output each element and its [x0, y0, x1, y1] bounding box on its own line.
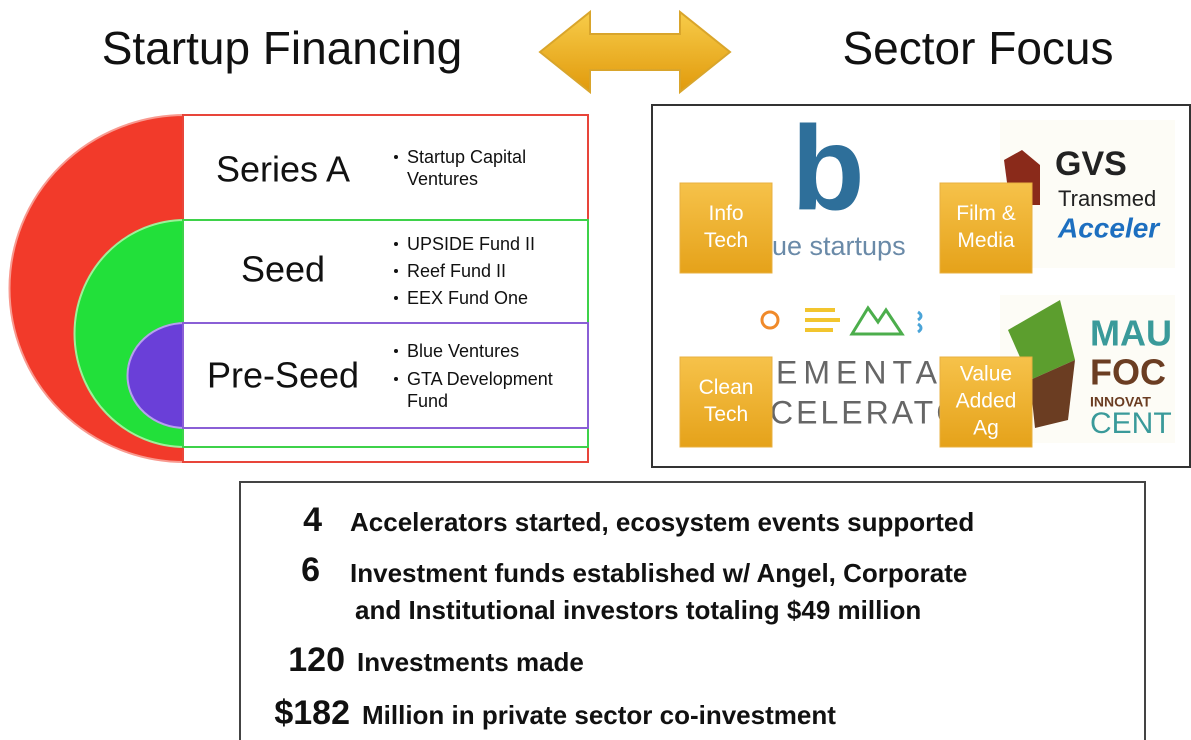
logo-text: GVS: [1055, 145, 1127, 183]
stat-text: Investments made: [357, 647, 584, 677]
stat-text: Accelerators started, ecosystem events s…: [350, 507, 974, 537]
fund-name: Blue Ventures: [407, 341, 519, 361]
logo-text: CELERATC: [770, 394, 962, 430]
stat-text: and Institutional investors totaling $49…: [355, 595, 921, 625]
stat-text: Million in private sector co-investment: [362, 700, 836, 730]
stage-label: Pre-Seed: [207, 355, 359, 396]
sector-label: Info: [708, 202, 743, 225]
fund-name: Startup Capital: [407, 147, 526, 167]
logo-text: Transmed: [1058, 186, 1156, 211]
fund-name: Reef Fund II: [407, 261, 506, 281]
double-arrow: [538, 9, 732, 95]
sector-tag: [939, 356, 1033, 448]
logo-text: Acceler: [1057, 212, 1161, 243]
stat-number: 6: [301, 551, 320, 589]
stat-number: 4: [303, 501, 322, 539]
bullet-dot: [394, 349, 398, 353]
sector-label: Ag: [973, 417, 999, 440]
sector-label: Added: [956, 390, 1017, 413]
stage-label: Seed: [241, 249, 325, 290]
logo-text: EMENTA: [776, 354, 943, 390]
sector-label: Film &: [956, 202, 1016, 225]
fund-name: Fund: [407, 391, 448, 411]
logo-text: INNOVAT: [1090, 394, 1151, 410]
bullet-dot: [394, 155, 398, 159]
logo-shape: [1030, 360, 1075, 428]
sector-tag: [939, 182, 1033, 274]
sector-label: Tech: [704, 403, 748, 426]
logo-text: CENT: [1090, 407, 1172, 440]
sector-tag: [679, 356, 773, 448]
sector-label: Tech: [704, 229, 748, 252]
left-title: Startup Financing: [102, 22, 463, 74]
fund-name: UPSIDE Fund II: [407, 234, 535, 254]
bullet-dot: [394, 296, 398, 300]
sector-tag: [679, 182, 773, 274]
logo-text: FOC: [1090, 352, 1166, 393]
stat-number: $182: [274, 694, 350, 732]
sector-label: Value: [960, 363, 1012, 386]
pre-seed-arc: [126, 321, 186, 430]
sectors: Info Tech Film & Media Clean Tech Value Added Ag: [679, 182, 1033, 448]
fund-name: GTA Development: [407, 369, 553, 389]
stats: 4 Accelerators started, ecosystem events …: [274, 501, 974, 732]
sector-label: Media: [957, 229, 1015, 252]
bullet-dot: [394, 242, 398, 246]
logo-mark: b: [791, 102, 864, 236]
logo-text: MAU: [1090, 313, 1172, 354]
pre-seed-box: [182, 322, 589, 429]
fund-name: EEX Fund One: [407, 288, 528, 308]
sector-label: Clean: [699, 376, 754, 399]
logo-icons: [760, 305, 923, 336]
stage-label: Series A: [216, 149, 350, 190]
stat-text: Investment funds established w/ Angel, C…: [350, 558, 967, 588]
logo-text: ue startups: [772, 231, 906, 261]
fund-name: Ventures: [407, 169, 478, 189]
right-title: Sector Focus: [843, 22, 1114, 74]
bullet-dot: [394, 377, 398, 381]
stat-number: 120: [288, 641, 345, 679]
bullet-dot: [394, 269, 398, 273]
stats-box: [239, 481, 1146, 740]
